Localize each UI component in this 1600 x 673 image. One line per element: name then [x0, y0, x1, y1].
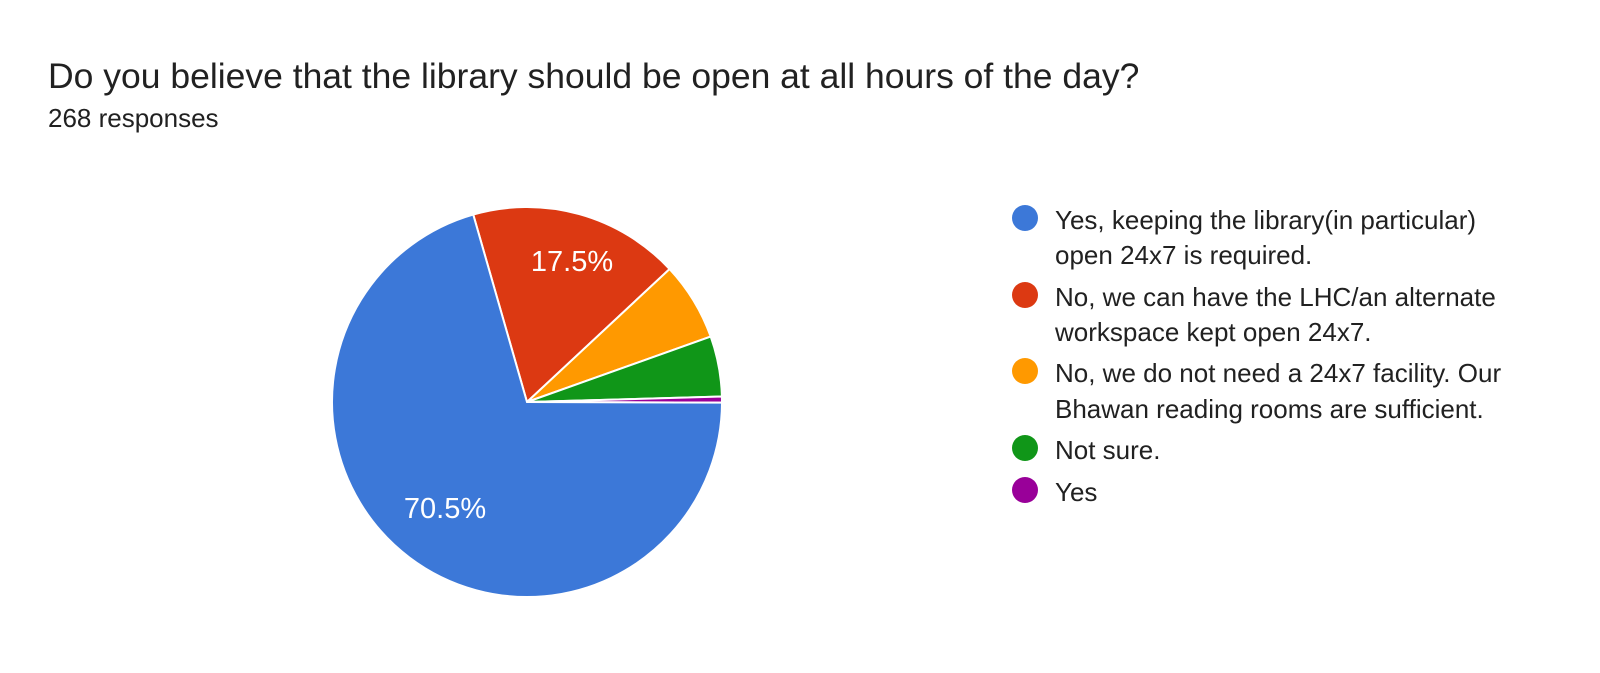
svg-text:17.5%: 17.5%	[531, 246, 613, 278]
svg-text:70.5%: 70.5%	[404, 493, 486, 525]
